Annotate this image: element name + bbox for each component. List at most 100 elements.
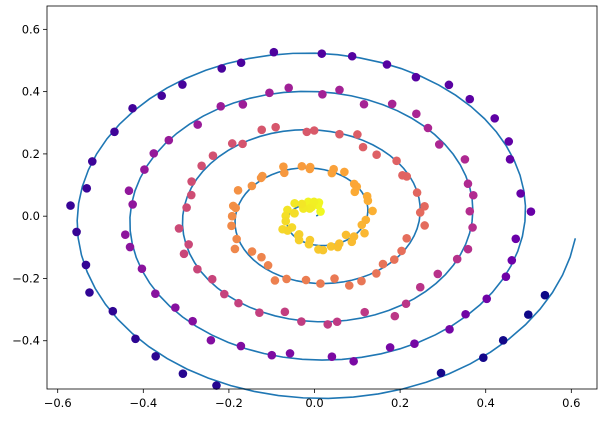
scatter-point [137,264,147,274]
scatter-point [174,224,184,233]
scatter-point [326,242,336,251]
scatter-point [187,190,196,200]
scatter-point [412,188,422,197]
x-tick-label: −0.4 [129,396,157,410]
scatter-point [301,275,311,285]
scatter-point [390,311,400,321]
scatter-point [385,343,395,352]
scatter-point [230,244,240,254]
scatter-point [411,72,421,82]
scatter-point [465,94,475,104]
scatter-point [263,261,273,270]
scatter-point [208,151,218,160]
scatter-point [415,282,425,292]
scatter-point [335,239,344,248]
scatter-point [128,200,137,209]
scatter-point [178,369,188,378]
scatter-point [349,356,358,366]
scatter-point [284,83,294,93]
scatter-point [318,89,327,99]
scatter-point [305,235,315,245]
scatter-point [280,307,290,317]
scatter-point [151,289,160,298]
scatter-point [415,208,425,217]
y-tick-label: 0.6 [22,22,40,36]
scatter-point [482,294,492,304]
scatter-point [217,64,227,73]
scatter-point [82,183,92,193]
scatter-point [164,135,174,145]
scatter-point [236,341,246,351]
scatter-point [504,137,514,146]
scatter-point [206,335,216,345]
x-tick-label: 0.0 [305,396,323,410]
x-tick-label: 0.2 [391,396,409,410]
scatter-point [359,99,369,109]
scatter-point [327,352,337,362]
scatter-point [402,233,411,243]
scatter-point [330,274,339,283]
scatter-point [283,226,292,235]
scatter-point [317,49,327,58]
scatter-point [282,274,291,284]
scatter-point [238,139,247,149]
scatter-point [410,339,419,348]
scatter-point [233,186,243,195]
scatter-point [279,168,289,178]
y-tick-label: 0.4 [22,85,40,99]
scatter-point [216,102,226,111]
scatter-point [269,47,279,57]
scatter-point [423,123,433,133]
scatter-point [227,221,236,231]
scatter-point [227,211,237,221]
scatter-point [232,234,241,244]
x-tick-label: 0.4 [477,396,495,410]
scatter-point [434,140,444,149]
scatter-point [188,316,197,326]
scatter-point [507,256,517,265]
scatter-point [360,228,369,238]
scatter-point [271,122,280,132]
scatter-point [505,155,515,164]
scatter-point [305,164,315,174]
scatter-point [297,317,306,326]
scatter-point [420,201,429,211]
scatter-point [511,234,521,244]
scatter-point [231,203,240,213]
scatter-point [110,127,119,137]
y-tick-label: −0.2 [12,271,40,285]
scatter-point [289,208,299,218]
scatter-point [207,274,217,284]
scatter-point [329,164,338,174]
scatter-point [87,157,97,166]
scatter-point [316,207,325,216]
scatter-point [108,306,118,316]
scatter-point [290,198,299,208]
scatter-point [479,353,488,363]
scatter-point [293,231,303,240]
scatter-point [318,245,328,255]
scatter-point [461,309,470,319]
x-tick-label: −0.2 [215,396,243,410]
scatter-point [255,308,264,317]
scatter-point [433,269,443,279]
scatter-point [85,288,94,297]
scatter-point [270,276,280,285]
scatter-point [81,260,91,270]
scatter-point [323,320,333,329]
scatter-point [420,221,429,230]
scatter-point [256,173,266,183]
axes-frame [46,5,598,390]
scatter-point [347,51,357,61]
scatter-point [341,230,351,240]
plot-layer [66,47,577,400]
scatter-point [372,150,381,160]
scatter-point [452,254,462,264]
scatter-point [149,149,159,158]
scatter-point [281,216,291,226]
scatter-point [444,80,454,90]
scatter-point [540,290,550,300]
scatter-point [445,325,454,334]
scatter-point [124,186,134,196]
